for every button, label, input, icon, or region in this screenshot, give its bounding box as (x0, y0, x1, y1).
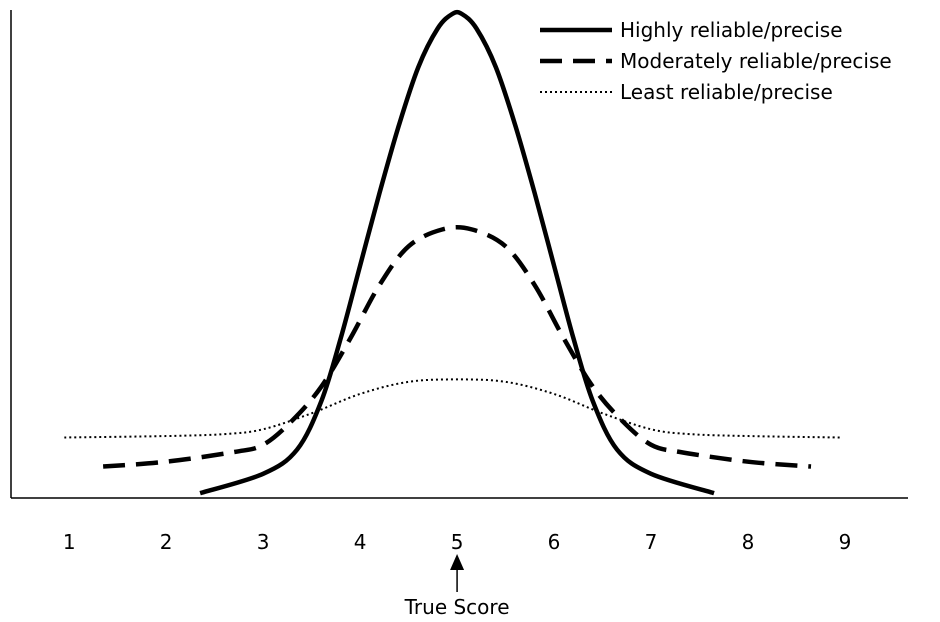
x-tick-label: 7 (645, 530, 658, 554)
x-tick-label: 6 (548, 530, 561, 554)
legend-label: Least reliable/precise (620, 80, 833, 104)
curves (64, 9, 841, 496)
true-score-arrow-head (450, 554, 465, 570)
x-tick-label: 5 (451, 530, 464, 554)
x-tick-label: 9 (839, 530, 852, 554)
least-reliable-curve (64, 378, 841, 439)
x-tick-label: 8 (742, 530, 755, 554)
x-tick-label: 3 (257, 530, 270, 554)
true-score-annotation: True Score (404, 554, 510, 619)
true-score-label: True Score (404, 595, 510, 619)
moderately-reliable-curve (102, 225, 812, 469)
x-tick-label: 4 (354, 530, 367, 554)
x-tick-label: 2 (160, 530, 173, 554)
legend-label: Moderately reliable/precise (620, 49, 892, 73)
x-tick-label: 1 (63, 530, 76, 554)
x-tick-labels: 1 2 3 4 5 6 7 8 9 (63, 530, 852, 554)
axes (10, 10, 908, 499)
legend-label: Highly reliable/precise (620, 18, 843, 42)
legend: Highly reliable/precise Moderately reliab… (540, 18, 892, 104)
